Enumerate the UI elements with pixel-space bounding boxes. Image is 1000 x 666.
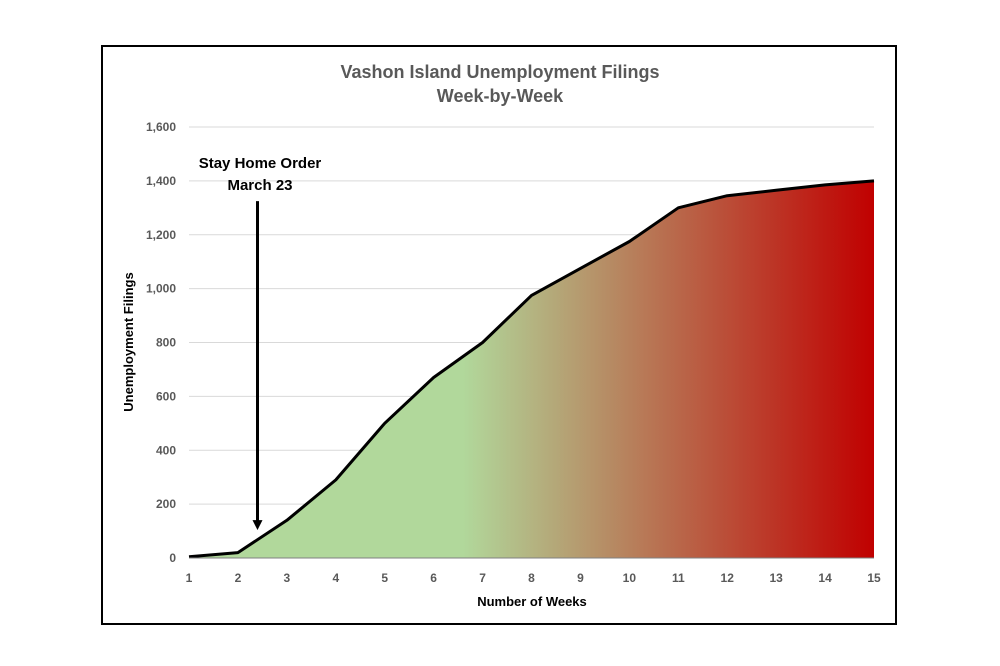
y-tick-label: 600 <box>156 389 176 403</box>
x-tick-label: 2 <box>235 571 242 585</box>
chart-title: Vashon Island Unemployment Filings <box>340 62 659 82</box>
y-tick-label: 1,200 <box>146 228 176 242</box>
y-tick-labels: 0 200 400 600 800 1,000 1,200 1,400 1,600 <box>146 120 176 565</box>
x-tick-label: 1 <box>186 571 193 585</box>
x-tick-label: 5 <box>381 571 388 585</box>
y-tick-label: 1,600 <box>146 120 176 134</box>
x-tick-label: 12 <box>721 571 735 585</box>
x-tick-labels: 1 2 3 4 5 6 7 8 9 10 11 12 13 14 15 <box>186 571 881 585</box>
y-tick-label: 0 <box>169 551 176 565</box>
x-tick-label: 10 <box>623 571 637 585</box>
y-tick-label: 1,000 <box>146 282 176 296</box>
x-tick-label: 15 <box>867 571 881 585</box>
y-tick-label: 200 <box>156 497 176 511</box>
x-tick-label: 13 <box>769 571 783 585</box>
x-axis-label: Number of Weeks <box>477 594 587 609</box>
x-tick-label: 14 <box>818 571 832 585</box>
area-fill <box>189 180 874 558</box>
y-tick-label: 1,400 <box>146 174 176 188</box>
y-tick-label: 800 <box>156 336 176 350</box>
y-tick-label: 400 <box>156 443 176 457</box>
x-tick-label: 3 <box>284 571 291 585</box>
annotation-line1: Stay Home Order <box>199 155 322 172</box>
chart-subtitle: Week-by-Week <box>437 86 564 106</box>
x-tick-label: 6 <box>430 571 437 585</box>
series-line <box>188 179 875 559</box>
x-tick-label: 7 <box>479 571 486 585</box>
x-tick-label: 8 <box>528 571 535 585</box>
x-tick-label: 11 <box>672 571 685 585</box>
annotation-line2: March 23 <box>227 177 292 194</box>
x-tick-label: 9 <box>577 571 584 585</box>
x-tick-label: 4 <box>332 571 339 585</box>
y-axis-label: Unemployment Filings <box>121 272 136 411</box>
